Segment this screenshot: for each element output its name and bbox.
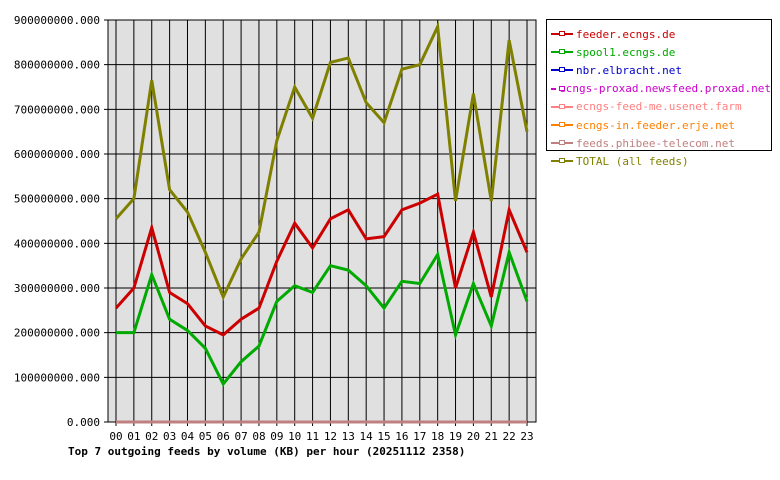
y-tick-label: 500000000.000 bbox=[14, 193, 100, 206]
legend-swatch bbox=[551, 140, 573, 146]
legend-swatch bbox=[551, 103, 573, 109]
plot-area bbox=[108, 20, 536, 422]
chart-title: Top 7 outgoing feeds by volume (KB) per … bbox=[68, 445, 466, 458]
x-tick-label: 08 bbox=[252, 430, 265, 443]
y-tick-label: 200000000.000 bbox=[14, 327, 100, 340]
x-tick-label: 12 bbox=[324, 430, 337, 443]
x-tick-label: 05 bbox=[199, 430, 212, 443]
legend-label: ecngs-in.feeder.erje.net bbox=[576, 118, 735, 132]
x-tick-label: 23 bbox=[520, 430, 533, 443]
legend-label: TOTAL (all feeds) bbox=[576, 154, 689, 168]
x-tick-label: 13 bbox=[342, 430, 355, 443]
x-tick-label: 21 bbox=[485, 430, 498, 443]
legend-swatch bbox=[551, 158, 573, 164]
legend-label: nbr.elbracht.net bbox=[576, 63, 682, 77]
y-tick-label: 400000000.000 bbox=[14, 237, 100, 250]
y-tick-label: 900000000.000 bbox=[14, 14, 100, 27]
legend-item: feeder.ecngs.de bbox=[551, 25, 771, 43]
x-tick-label: 18 bbox=[431, 430, 444, 443]
x-tick-label: 07 bbox=[234, 430, 247, 443]
legend-label: ecngs-proxad.newsfeed.proxad.net bbox=[559, 82, 771, 96]
series-line-TOTAL (all feeds) bbox=[114, 21, 529, 301]
y-tick-label: 600000000.000 bbox=[14, 148, 100, 161]
x-tick-label: 19 bbox=[449, 430, 462, 443]
x-tick-label: 09 bbox=[270, 430, 283, 443]
legend-swatch bbox=[551, 122, 573, 128]
x-tick-label: 02 bbox=[145, 430, 158, 443]
series-line-spool1.ecngs.de bbox=[116, 247, 529, 387]
series-line-feeder.ecngs.de bbox=[114, 191, 529, 337]
y-tick-label: 700000000.000 bbox=[14, 103, 100, 116]
legend-swatch bbox=[551, 85, 565, 91]
legend-swatch bbox=[551, 49, 573, 55]
x-tick-label: 04 bbox=[181, 430, 195, 443]
legend-label: feeder.ecngs.de bbox=[576, 27, 676, 41]
legend-item: nbr.elbracht.net bbox=[551, 61, 771, 79]
x-tick-label: 10 bbox=[288, 430, 301, 443]
legend-item: TOTAL (all feeds) bbox=[551, 152, 771, 170]
y-tick-label: 800000000.000 bbox=[14, 59, 100, 72]
x-tick-label: 03 bbox=[163, 430, 176, 443]
x-tick-label: 20 bbox=[467, 430, 480, 443]
x-tick-label: 11 bbox=[306, 430, 319, 443]
x-tick-label: 14 bbox=[360, 430, 374, 443]
legend-label: feeds.phibee-telecom.net bbox=[576, 136, 735, 150]
x-tick-label: 17 bbox=[413, 430, 426, 443]
legend-item: ecngs-in.feeder.erje.net bbox=[551, 116, 771, 134]
x-tick-label: 06 bbox=[217, 430, 230, 443]
y-tick-label: 300000000.000 bbox=[14, 282, 100, 295]
x-tick-label: 00 bbox=[109, 430, 122, 443]
y-tick-label: 100000000.000 bbox=[14, 371, 100, 384]
legend-label: ecngs-feed-me.usenet.farm bbox=[576, 100, 742, 114]
y-tick-label: 0.000 bbox=[67, 416, 100, 429]
legend: feeder.ecngs.de spool1.ecngs.de nbr.elbrac… bbox=[546, 19, 772, 168]
legend-label: spool1.ecngs.de bbox=[576, 45, 676, 59]
legend-item: ecngs-proxad.newsfeed.proxad.net bbox=[551, 80, 771, 98]
legend-item: spool1.ecngs.de bbox=[551, 43, 771, 61]
x-tick-label: 16 bbox=[395, 430, 408, 443]
legend-swatch bbox=[551, 67, 573, 73]
x-tick-label: 15 bbox=[377, 430, 390, 443]
x-tick-label: 22 bbox=[503, 430, 516, 443]
legend-item: ecngs-feed-me.usenet.farm bbox=[551, 98, 771, 116]
legend-swatch bbox=[551, 31, 573, 37]
x-tick-label: 01 bbox=[127, 430, 140, 443]
legend-item: feeds.phibee-telecom.net bbox=[551, 134, 771, 152]
